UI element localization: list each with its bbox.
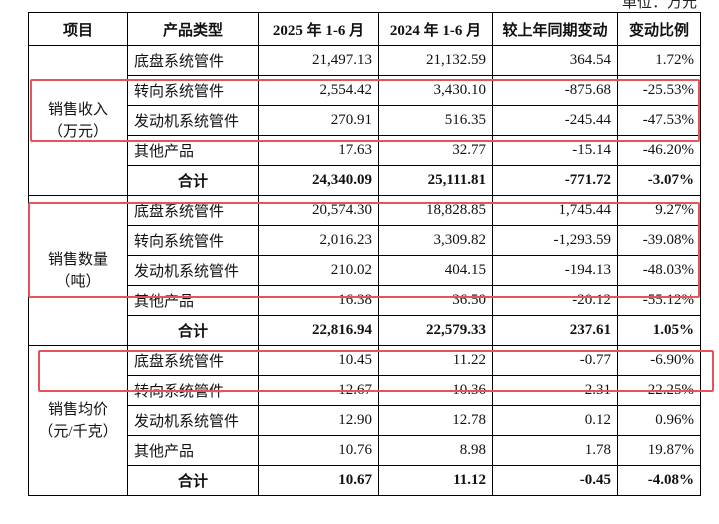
cell-value: -48.03% (617, 255, 701, 286)
column-header: 变动比例 (617, 12, 701, 46)
product-type: 发动机系统管件 (127, 405, 259, 436)
cell-value: 10.76 (258, 435, 379, 466)
header-row: 项目 产品类型 2025 年 1-6 月 2024 年 1-6 月较上年同期变动 变动比… (28, 12, 701, 46)
data-table: 项目 产品类型 2025 年 1-6 月 2024 年 1-6 月较上年同期变动 变动比… (28, 12, 701, 496)
cell-value: 3,309.82 (378, 225, 493, 256)
table-row: 合计 10.67 11.12 -0.45 -4.08% (29, 465, 701, 496)
cell-value: 2,016.23 (258, 225, 379, 256)
group-name: 销售均价 (47, 401, 108, 418)
highlight-box (30, 79, 700, 142)
cell-value: 9.27% (617, 195, 701, 226)
cell-value: 0.12 (492, 405, 618, 436)
cell-value: 16.38 (258, 285, 379, 316)
group-label: 销售收入 （万元） (28, 45, 128, 196)
highlight-box (38, 350, 714, 392)
cell-value: 8.98 (378, 435, 493, 466)
table-row: 转向系统管件 2,016.23 3,309.82 -1,293.59 -39.08% (29, 225, 701, 256)
table-row: 其他产品 10.76 8.98 1.78 19.87% (29, 435, 701, 466)
group-label: 销售均价 （元/千克） (28, 345, 128, 496)
table-row: 其他产品 16.38 36.50 -20.12 -55.12% (29, 285, 701, 316)
cell-value: -3.07% (617, 165, 701, 196)
cell-value: 237.61 (492, 315, 618, 346)
cell-value: 19.87% (617, 435, 701, 466)
column-header: 产品类型 (127, 12, 259, 46)
cell-value: -47.53% (617, 105, 701, 136)
cell-value: -1,293.59 (492, 225, 618, 256)
cell-value: 210.02 (258, 255, 379, 286)
cell-value: -20.12 (492, 285, 618, 316)
product-type: 其他产品 (127, 435, 259, 466)
cell-value: 12.78 (378, 405, 493, 436)
table-row: 销售收入 （万元） 底盘系统管件 21,497.13 21,132.59 364.54 1.… (28, 45, 701, 196)
cell-value: 1,745.44 (492, 195, 618, 226)
cell-value: 21,497.13 (258, 45, 379, 76)
cell-value: 10.67 (258, 465, 379, 496)
cell-value: 20,574.30 (258, 195, 379, 226)
product-type: 合计 (127, 165, 259, 196)
group-name: 销售收入 (47, 101, 108, 118)
column-header: 2024 年 1-6 月 (378, 12, 493, 46)
cell-value: 1.78 (492, 435, 618, 466)
cell-value: -0.45 (492, 465, 618, 496)
table-row: 发动机系统管件 210.02 404.15 -194.13 -48.03% (29, 255, 701, 286)
cell-value: 24,340.09 (258, 165, 379, 196)
cell-value: 404.15 (378, 255, 493, 286)
column-header: 项目 (28, 12, 128, 46)
highlight-box (28, 202, 700, 298)
table-row: 合计 24,340.09 25,111.81 -771.72 -3.07% (29, 165, 701, 196)
cell-value: 1.72% (617, 45, 701, 76)
cell-value: 11.12 (378, 465, 493, 496)
column-header: 2025 年 1-6 月 (258, 12, 379, 46)
cell-value: 22,816.94 (258, 315, 379, 346)
table-row: 合计 22,816.94 22,579.33 237.61 1.05% (29, 315, 701, 346)
cell-value: 12.90 (258, 405, 379, 436)
product-type: 合计 (127, 465, 259, 496)
cell-value: 364.54 (492, 45, 618, 76)
table-row: 发动机系统管件 12.90 12.78 0.12 0.96% (29, 405, 701, 436)
column-header: 较上年同期变动 (492, 12, 618, 46)
group-unit: （元/千克） (38, 423, 118, 440)
group-unit: （吨） (55, 273, 101, 290)
cell-value: -771.72 (492, 165, 618, 196)
product-type: 转向系统管件 (127, 225, 259, 256)
cell-value: 516.35 (378, 105, 493, 136)
table-row: 销售数量 （吨） 底盘系统管件 20,574.30 18,828.85 1,745.44 9… (28, 195, 701, 346)
cell-value: -55.12% (617, 285, 701, 316)
group-unit: （万元） (47, 123, 108, 140)
cell-value: 270.91 (258, 105, 379, 136)
cell-value: 22,579.33 (378, 315, 493, 346)
product-type: 合计 (127, 315, 259, 346)
cell-value: -4.08% (617, 465, 701, 496)
cell-value: 21,132.59 (378, 45, 493, 76)
table-row: 发动机系统管件 270.91 516.35 -245.44 -47.53% (29, 105, 701, 136)
group-name: 销售数量 (47, 251, 108, 268)
unit-note: 单位：万元 (621, 0, 697, 11)
group-label: 销售数量 （吨） (28, 195, 128, 346)
product-type: 底盘系统管件 (127, 45, 259, 76)
cell-value: 25,111.81 (378, 165, 493, 196)
cell-value: 1.05% (617, 315, 701, 346)
cell-value: 0.96% (617, 405, 701, 436)
product-type: 发动机系统管件 (127, 255, 259, 286)
product-type: 底盘系统管件 (127, 195, 259, 226)
